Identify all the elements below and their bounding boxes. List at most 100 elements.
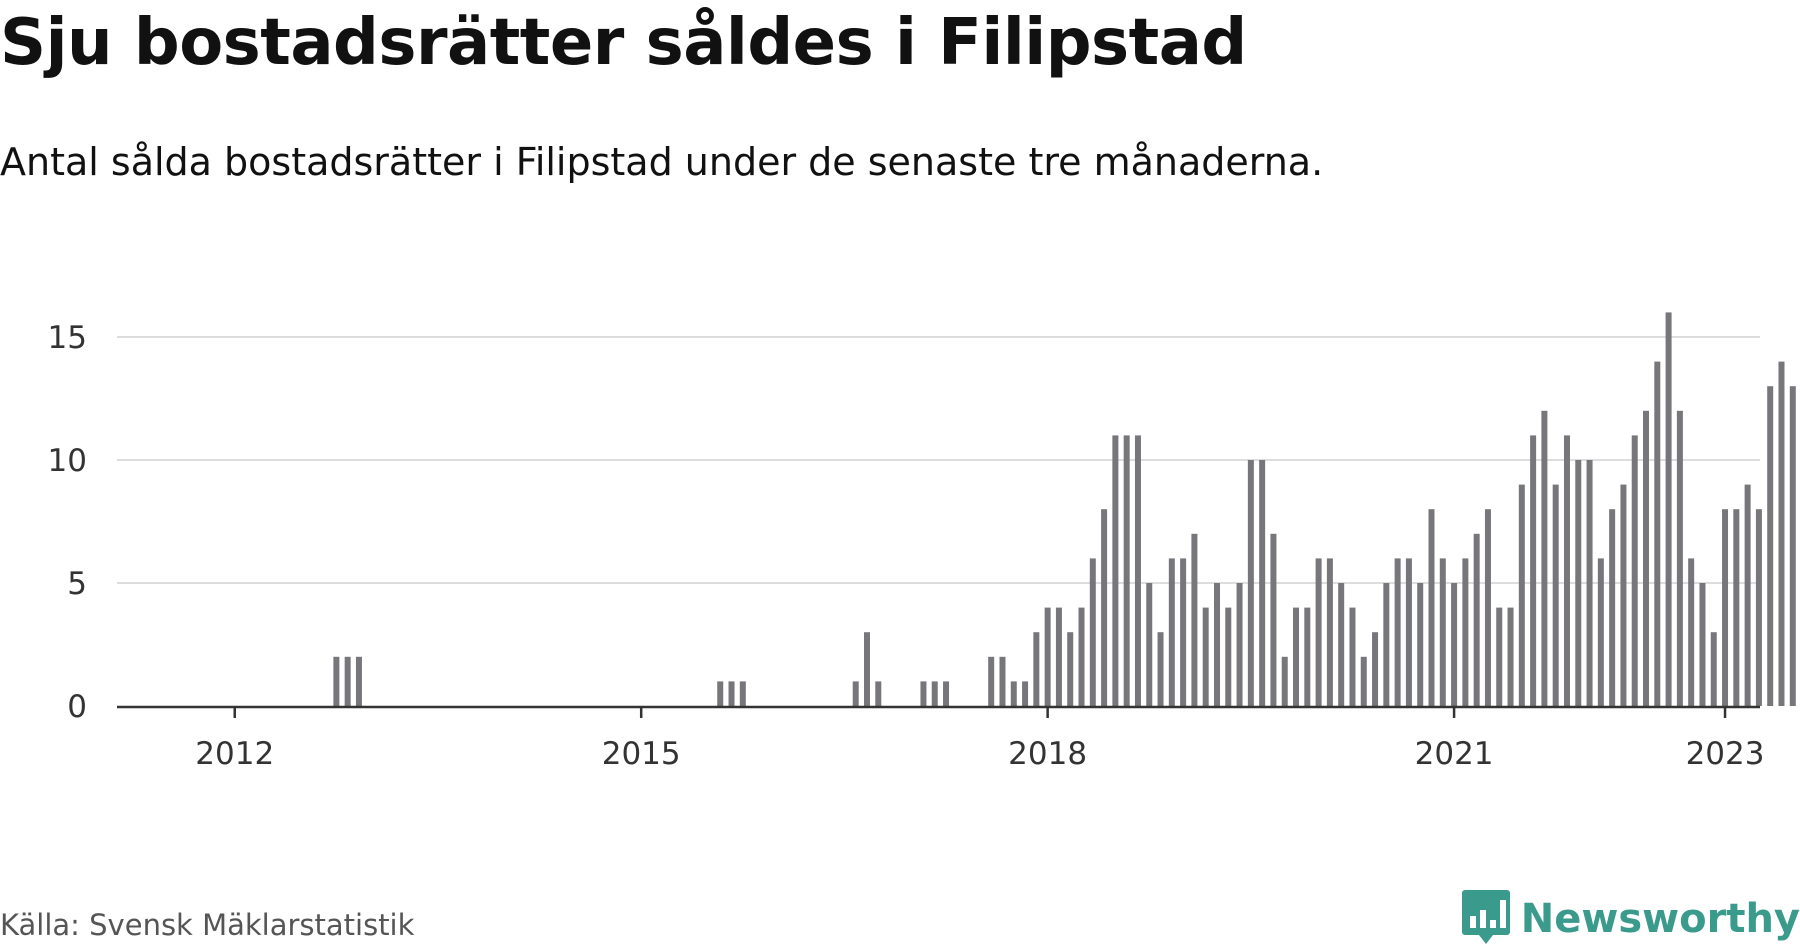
bar <box>1654 361 1661 706</box>
x-tick-label: 2012 <box>195 736 274 772</box>
bar <box>1767 386 1774 706</box>
bar <box>1496 607 1503 706</box>
bar <box>1722 509 1729 706</box>
bar <box>1631 435 1638 706</box>
newsworthy-logo-icon <box>1461 888 1511 950</box>
brand-name: Newsworthy <box>1520 896 1800 942</box>
bar <box>344 656 351 706</box>
bar <box>1259 460 1266 706</box>
bar <box>1405 558 1412 706</box>
bar <box>1010 681 1017 706</box>
bar <box>1338 583 1345 706</box>
bar <box>1451 583 1458 706</box>
bar <box>1236 583 1243 706</box>
bar <box>875 681 882 706</box>
bar <box>1372 632 1379 706</box>
bar <box>1213 583 1220 706</box>
bar <box>333 656 340 706</box>
bar <box>1383 583 1390 706</box>
bar <box>1789 386 1796 706</box>
y-tick-label: 10 <box>48 443 87 479</box>
bar <box>1044 607 1051 706</box>
bar <box>1293 607 1300 706</box>
y-axis-ticks: 0 5 10 15 <box>48 320 87 725</box>
bar <box>1575 460 1582 706</box>
bar <box>728 681 735 706</box>
bar <box>1123 435 1130 706</box>
bar <box>1541 410 1548 706</box>
bar <box>1315 558 1322 706</box>
y-tick-label: 15 <box>48 320 87 356</box>
bar <box>1281 656 1288 706</box>
bar <box>1078 607 1085 706</box>
bar <box>1055 607 1062 706</box>
bar <box>1112 435 1119 706</box>
bars <box>333 312 1796 706</box>
bar <box>1518 484 1525 706</box>
bar <box>1360 656 1367 706</box>
bar <box>1349 607 1356 706</box>
bar <box>1304 607 1311 706</box>
bar <box>1597 558 1604 706</box>
bar <box>1484 509 1491 706</box>
chart-subtitle: Antal sålda bostadsrätter i Filipstad un… <box>0 140 1324 184</box>
y-tick-label: 0 <box>67 689 87 725</box>
x-tick-label: 2021 <box>1415 736 1494 772</box>
bar <box>717 681 724 706</box>
bar <box>1326 558 1333 706</box>
bar <box>1022 681 1029 706</box>
bar <box>1462 558 1469 706</box>
bar <box>1733 509 1740 706</box>
gridlines <box>117 336 1760 584</box>
bar <box>1665 312 1672 706</box>
brand-logo: Newsworthy <box>1461 888 1800 950</box>
bar <box>1620 484 1627 706</box>
bar <box>1270 533 1277 706</box>
x-tick-label: 2023 <box>1686 736 1765 772</box>
bar <box>1417 583 1424 706</box>
bar <box>1473 533 1480 706</box>
bar <box>1089 558 1096 706</box>
bar <box>1530 435 1537 706</box>
bar <box>1428 509 1435 706</box>
bar <box>1067 632 1074 706</box>
bar <box>1688 558 1695 706</box>
source-note: Källa: Svensk Mäklarstatistik <box>0 908 415 942</box>
bar <box>1101 509 1108 706</box>
bar <box>1755 509 1762 706</box>
x-tick-label: 2018 <box>1008 736 1087 772</box>
bar <box>739 681 746 706</box>
bar <box>1507 607 1514 706</box>
bar <box>852 681 859 706</box>
bar <box>1146 583 1153 706</box>
bar <box>1168 558 1175 706</box>
bar <box>1609 509 1616 706</box>
bar <box>1033 632 1040 706</box>
bar <box>943 681 950 706</box>
bar <box>1563 435 1570 706</box>
bar <box>1191 533 1198 706</box>
bar <box>1202 607 1209 706</box>
bar <box>920 681 927 706</box>
chart-title: Sju bostadsrätter såldes i Filipstad <box>0 6 1247 80</box>
bar <box>1394 558 1401 706</box>
bar <box>1699 583 1706 706</box>
bar <box>1439 558 1446 706</box>
bar <box>1247 460 1254 706</box>
x-tick-label: 2015 <box>602 736 681 772</box>
bar <box>1157 632 1164 706</box>
x-axis-ticks: 2012 2015 2018 2021 2023 <box>195 708 1764 772</box>
bar <box>1134 435 1141 706</box>
bar <box>999 656 1006 706</box>
bar <box>1225 607 1232 706</box>
bar <box>931 681 938 706</box>
bar <box>1643 410 1650 706</box>
bar <box>988 656 995 706</box>
bar <box>1676 410 1683 706</box>
bar <box>1778 361 1785 706</box>
bar <box>1586 460 1593 706</box>
bar <box>1552 484 1559 706</box>
bar <box>1180 558 1187 706</box>
y-tick-label: 5 <box>67 566 87 602</box>
